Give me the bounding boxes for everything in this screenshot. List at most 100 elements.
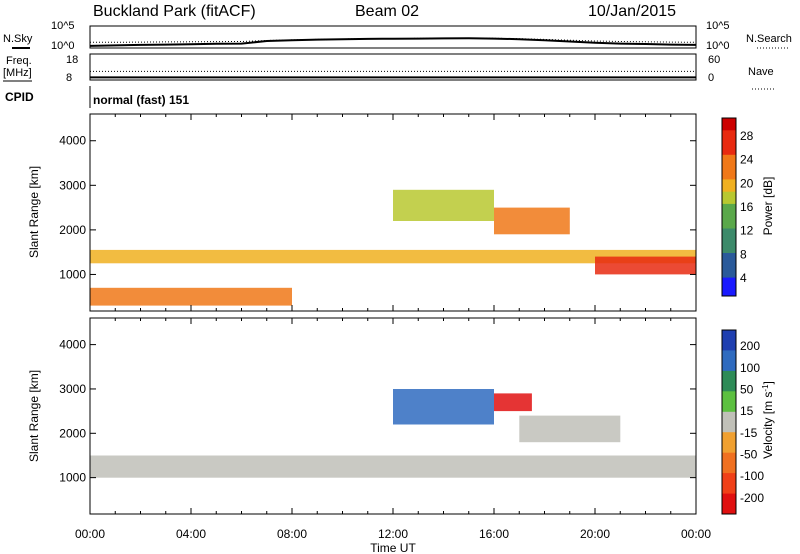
noise-left-tick-top: 10^5 [51, 20, 75, 32]
power-cbar-frame [721, 117, 737, 297]
vel-cbar-tick-label: 15 [740, 404, 754, 418]
power-cbar-swatch [722, 124, 736, 131]
power-cbar-swatch [722, 289, 736, 297]
vel-cbar-swatch [722, 452, 736, 474]
velocity-colorbar-label: Velocity [m s-1] [761, 381, 776, 459]
time-axis-labels: 00:00 04:00 08:00 12:00 16:00 20:00 00:00 [75, 527, 711, 541]
power-cbar-swatch [722, 203, 736, 211]
power-y-ticks: 4000 3000 2000 1000 [59, 134, 696, 281]
power-cells-band-1 [90, 287, 292, 306]
power-cbar-swatch [722, 148, 736, 156]
cpid-label: CPID [5, 90, 34, 104]
power-cbar-swatch [722, 118, 736, 125]
power-yticks-label: 3000 [59, 178, 86, 192]
power-cbar-swatch [722, 142, 736, 150]
power-cbar-swatch [722, 197, 736, 205]
noise-search-label: N.Search [746, 33, 792, 45]
power-cells-band-4 [595, 256, 696, 275]
power-cbar-tick-label: 12 [740, 224, 754, 238]
vel-cbar-tick-label: -15 [740, 426, 758, 440]
power-colorbar-label: Power [dB] [761, 177, 775, 236]
time-axis-title: Time UT [370, 541, 416, 554]
vel-cbar-swatch [722, 411, 736, 433]
vel-cbar-swatch [722, 473, 736, 494]
time-tick-label: 20:00 [580, 527, 610, 541]
station-title: Buckland Park (fitACF) [93, 3, 256, 20]
vel-cbar-swatch [722, 330, 736, 351]
vel-yticks-label: 1000 [59, 471, 86, 485]
power-cbar-swatch [722, 271, 736, 278]
power-cells-band-3 [494, 207, 570, 235]
power-cbar-tick-label: 4 [740, 271, 747, 285]
power-yticks-label: 1000 [59, 267, 86, 281]
vel-cbar-swatch [722, 432, 736, 454]
noise-right-tick-top: 10^5 [706, 20, 730, 32]
time-tick-label: 00:00 [75, 527, 105, 541]
power-cbar-swatch [722, 185, 736, 193]
vel-cbar-swatch [722, 391, 736, 413]
power-cbar-tick-label: 24 [740, 153, 754, 167]
power-cbar-swatch [722, 234, 736, 242]
noise-right-tick-bottom: 10^0 [706, 40, 730, 52]
power-cbar-swatch [722, 277, 736, 285]
noise-panel: N.Sky 10^5 10^0 10^5 10^0 N.Search [3, 20, 792, 52]
vel-yticks-label: 2000 [59, 426, 86, 440]
nave-label: Nave [748, 66, 774, 78]
beam-label: Beam 02 [355, 3, 419, 20]
vel-cbar-tick-label: 200 [740, 339, 760, 353]
vel-yticks-label: 3000 [59, 382, 86, 396]
time-tick-label: 12:00 [378, 527, 408, 541]
vel-cells-band-3 [519, 415, 621, 443]
noise-sky-label: N.Sky [3, 33, 33, 45]
power-cbar-swatch [722, 216, 736, 223]
vel-cbar-swatch [722, 350, 736, 372]
power-colorbar: 28 24 20 16 12 8 4 [721, 117, 754, 297]
power-cells-band-0 [90, 249, 696, 264]
power-heatmap [90, 189, 696, 306]
date-label: 10/Jan/2015 [588, 3, 676, 20]
nave-tick-bottom: 0 [708, 72, 714, 84]
power-cbar-tick-label: 16 [740, 200, 754, 214]
power-cbar-swatch [722, 167, 736, 174]
vel-cbar-tick-label: -200 [740, 491, 764, 505]
power-cbar-swatch [722, 246, 736, 254]
velocity-y-ticks: 4000 3000 2000 1000 [59, 338, 696, 485]
freq-tick-top: 18 [66, 54, 78, 66]
freq-tick-bottom: 8 [66, 72, 72, 84]
vel-cbar-tick-label: 100 [740, 361, 760, 375]
power-cbar-swatch [722, 161, 736, 168]
vel-cells-band-0 [90, 455, 696, 478]
power-cbar-swatch [722, 265, 736, 272]
power-cbar-swatch [722, 136, 736, 143]
velocity-x-ticks [89, 318, 697, 514]
vel-cells-band-2 [494, 393, 532, 412]
power-panel: 4000 3000 2000 1000 Slant Range [km] 28 24 20… [27, 113, 775, 312]
noise-panel-frame [89, 25, 697, 49]
power-x-ticks [89, 114, 697, 311]
power-cbar-swatch [722, 253, 736, 260]
power-cbar-swatch [722, 283, 736, 291]
cpid-text: normal (fast) 151 [93, 93, 189, 107]
velocity-panel: 4000 3000 2000 1000 Slant Range [km] 200 100… [27, 317, 776, 515]
time-tick-label: 08:00 [277, 527, 307, 541]
time-tick-label: 00:00 [681, 527, 711, 541]
power-cells-band-2 [393, 189, 494, 221]
power-cbar-swatch [722, 154, 736, 162]
power-cbar-swatch [722, 191, 736, 199]
power-cbar-swatch [722, 228, 736, 236]
power-cbar-tick-label: 8 [740, 247, 747, 261]
vel-cbar-tick-label: 50 [740, 383, 754, 397]
power-cbar-swatch [722, 210, 736, 217]
freq-label: Freq. [6, 55, 32, 67]
noise-left-tick-bottom: 10^0 [51, 40, 75, 52]
power-cbar-swatch [722, 222, 736, 229]
nave-tick-top: 60 [708, 54, 720, 66]
noise-search-series [90, 37, 697, 43]
power-cbar-swatch [722, 130, 736, 137]
power-cbar-swatch [722, 259, 736, 266]
power-yticks-label: 2000 [59, 223, 86, 237]
cpid-row: CPID normal (fast) 151 [5, 86, 189, 108]
vel-cbar-tick-label: -100 [740, 469, 764, 483]
freq-unit-label: [MHz] [3, 67, 32, 79]
